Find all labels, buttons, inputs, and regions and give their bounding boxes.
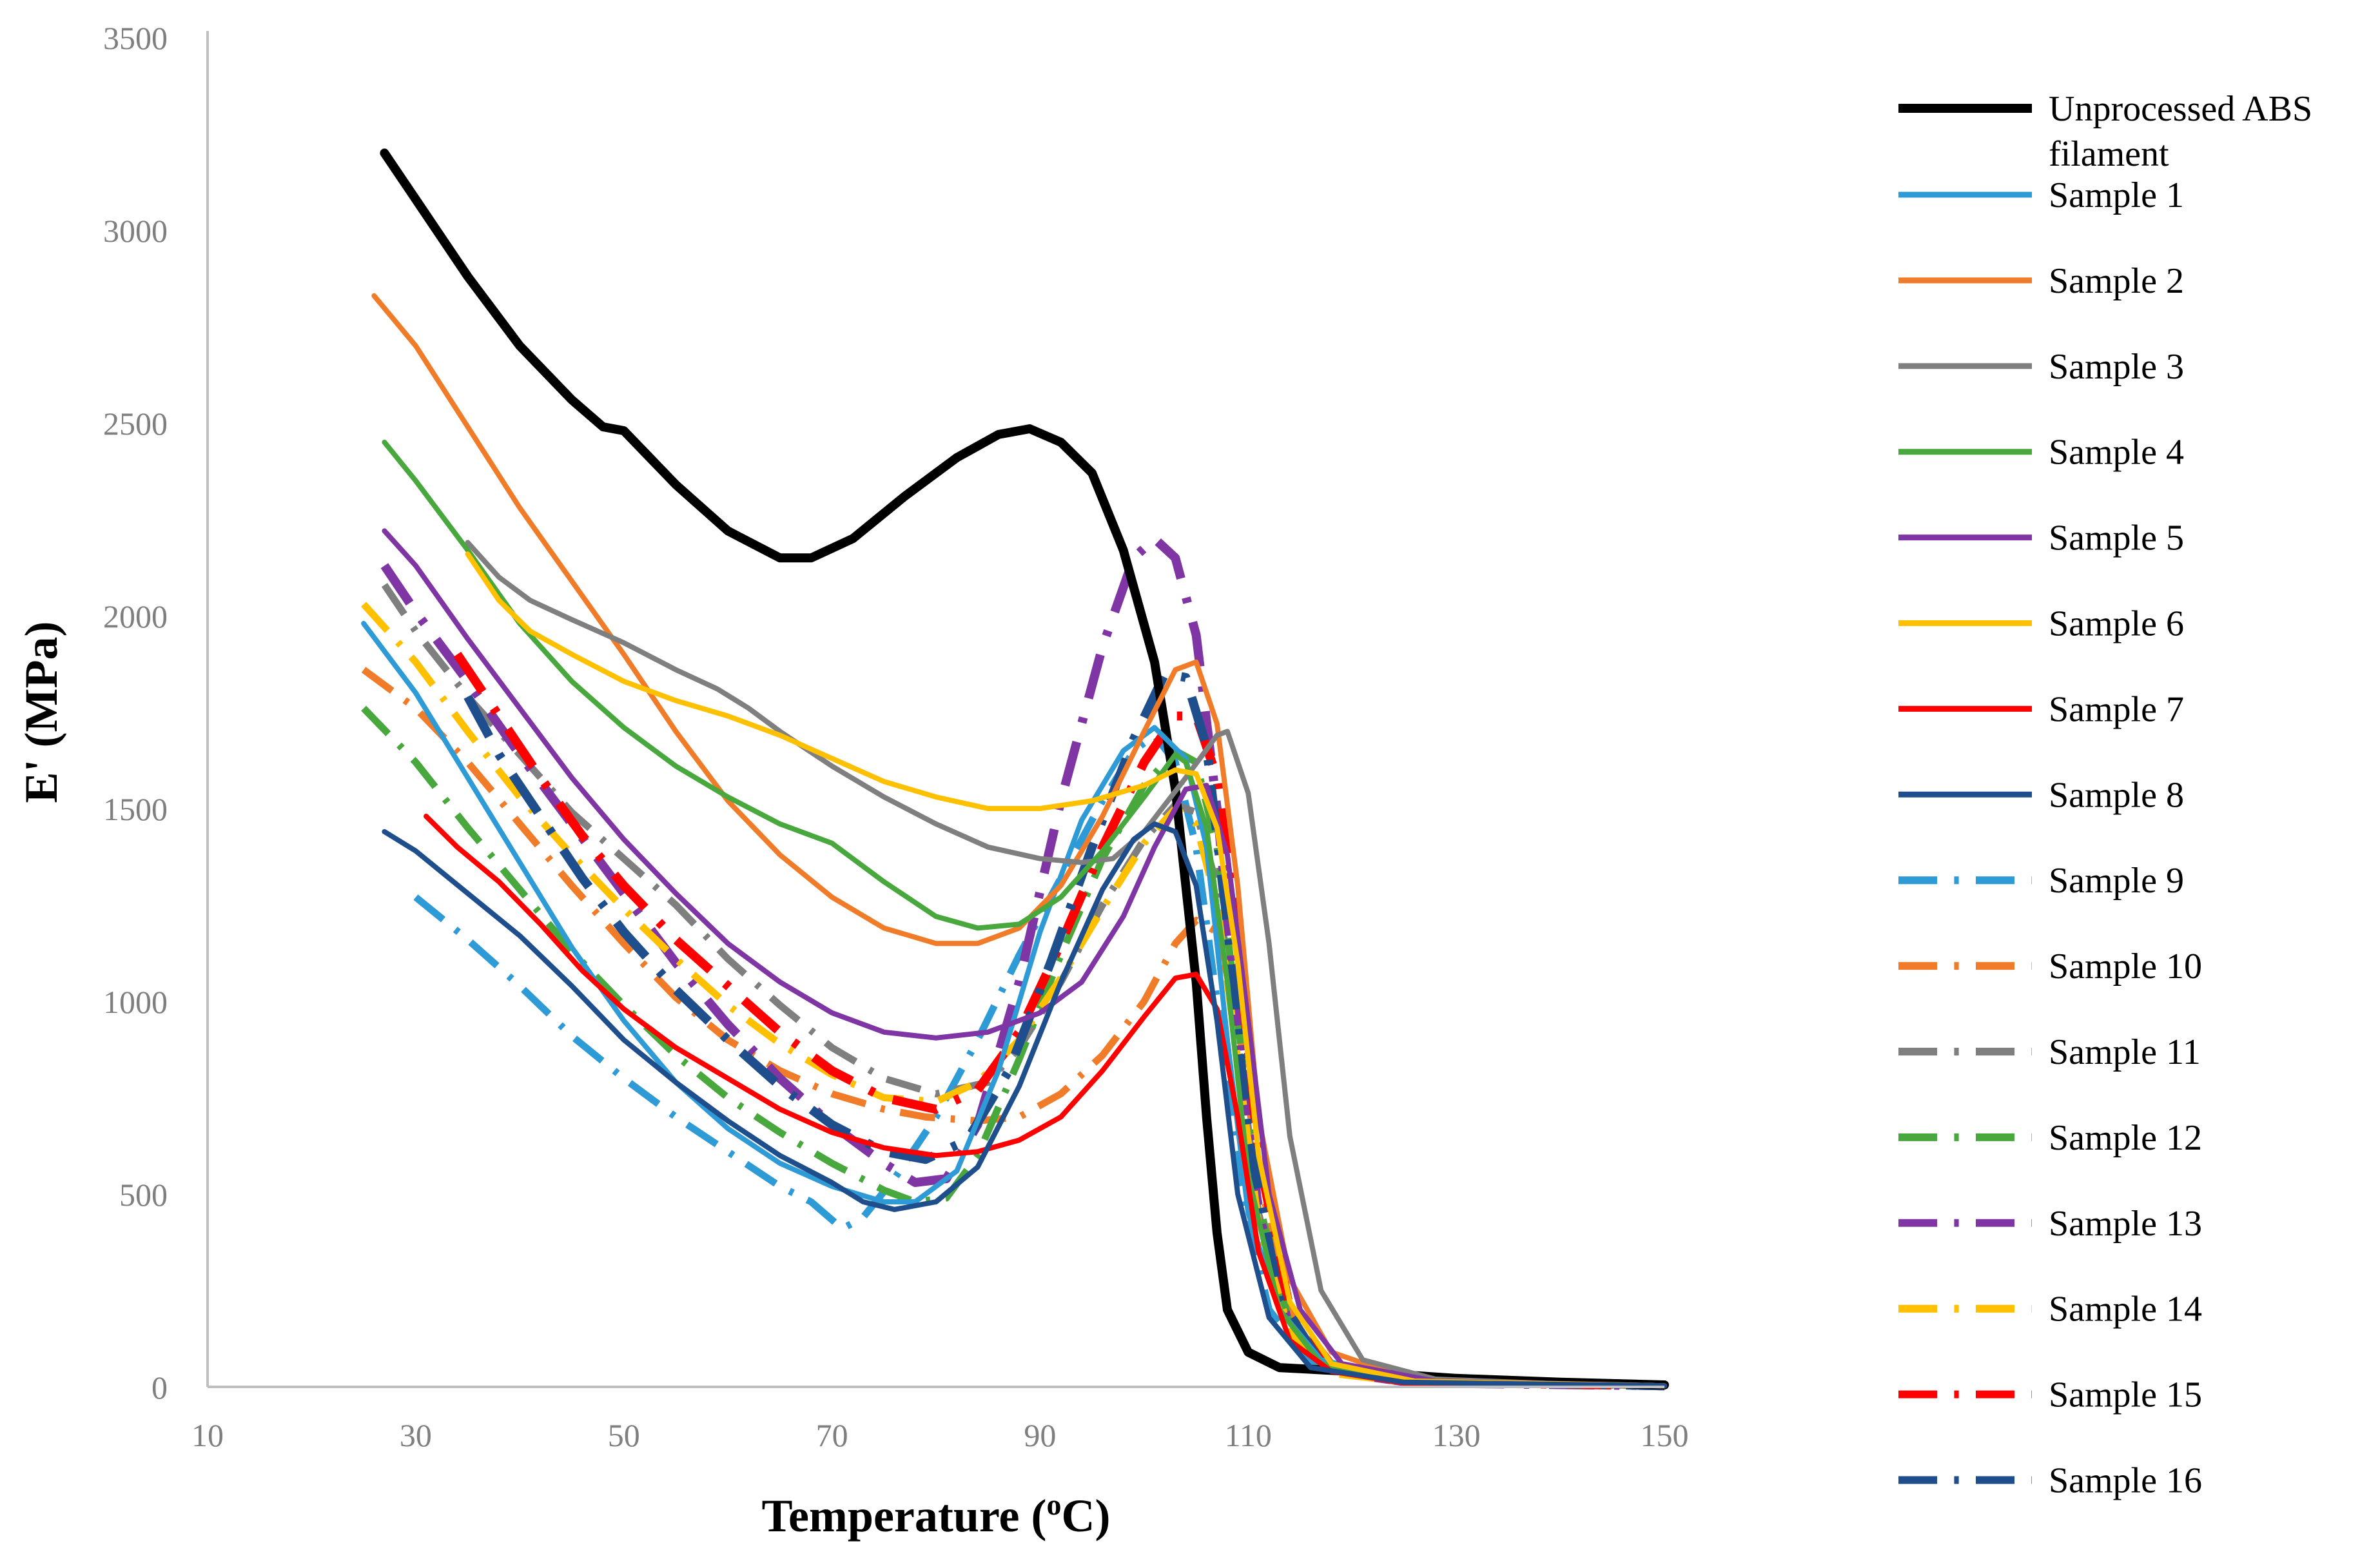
legend-label: Sample 15 xyxy=(2049,1375,2202,1415)
series-line-7 xyxy=(465,551,1667,1389)
y-tick-label: 1500 xyxy=(103,791,168,827)
series-line-17 xyxy=(463,669,1665,1391)
x-tick-label: 90 xyxy=(1024,1417,1056,1453)
legend-label: Sample 2 xyxy=(2049,261,2184,301)
x-axis-title: Temperature (oC) xyxy=(762,1488,1111,1542)
y-tick-label: 2000 xyxy=(103,598,168,634)
series-line-9 xyxy=(382,821,1667,1389)
y-tick-label: 2500 xyxy=(103,406,168,442)
x-tick-label: 10 xyxy=(191,1417,224,1453)
legend-label: Sample 8 xyxy=(2049,775,2184,815)
legend-label: Sample 1 xyxy=(2049,175,2184,215)
series-line-1 xyxy=(380,148,1669,1389)
legend-label: Unprocessed ABS filament xyxy=(2049,89,2312,174)
legend-label-line: filament xyxy=(2049,134,2169,174)
y-tick-label: 3500 xyxy=(103,20,168,56)
x-tick-label: 70 xyxy=(816,1417,848,1453)
series-line-4 xyxy=(465,540,1667,1389)
legend-label: Sample 13 xyxy=(2049,1204,2202,1244)
x-axis-title-superscript: o xyxy=(1046,1488,1061,1521)
series-line-5 xyxy=(382,439,1667,1389)
legend-label: Sample 16 xyxy=(2049,1461,2202,1501)
legend-label: Sample 14 xyxy=(2049,1290,2202,1329)
x-tick-label: 130 xyxy=(1432,1417,1481,1453)
series-line-15 xyxy=(361,602,1665,1389)
x-axis-title-unit: C) xyxy=(1061,1490,1110,1542)
y-tick-label: 3000 xyxy=(103,213,168,249)
y-tick-label: 0 xyxy=(151,1369,168,1406)
series-line-2 xyxy=(361,621,1667,1389)
legend-label: Sample 3 xyxy=(2049,347,2184,387)
x-tick-label: 50 xyxy=(608,1417,640,1453)
legend-label: Sample 9 xyxy=(2049,861,2184,901)
legend-label: Sample 12 xyxy=(2049,1118,2202,1158)
series-line-3 xyxy=(371,293,1667,1389)
plot-series xyxy=(361,148,1669,1391)
y-tick-label: 1000 xyxy=(103,984,168,1020)
legend-label: Sample 6 xyxy=(2049,604,2184,644)
legend-label: Sample 10 xyxy=(2049,947,2202,986)
x-tick-label: 30 xyxy=(400,1417,432,1453)
y-axis-title: E' (MPa) xyxy=(15,622,67,803)
x-tick-label: 150 xyxy=(1641,1417,1689,1453)
axes: 0 500 1000 1500 2000 2500 3000 3500 10 30 50 70 90 11… xyxy=(15,20,1689,1542)
legend-label: Sample 4 xyxy=(2049,433,2184,473)
legend-label: Sample 7 xyxy=(2049,689,2184,729)
legend-label-line: Unprocessed ABS xyxy=(2049,89,2312,129)
series-line-6 xyxy=(382,528,1667,1389)
series-line-16 xyxy=(453,651,1665,1391)
series-line-13 xyxy=(361,705,1665,1389)
legend-label: Sample 11 xyxy=(2049,1032,2201,1072)
series-line-11 xyxy=(361,667,1665,1389)
y-tick-label: 500 xyxy=(119,1177,168,1213)
x-axis-title-main: Temperature ( xyxy=(762,1490,1047,1542)
series-line-12 xyxy=(381,583,1665,1389)
series-line-8 xyxy=(424,814,1667,1389)
legend-label: Sample 5 xyxy=(2049,518,2184,558)
series-line-10 xyxy=(413,731,1665,1389)
x-tick-label: 110 xyxy=(1225,1417,1272,1453)
